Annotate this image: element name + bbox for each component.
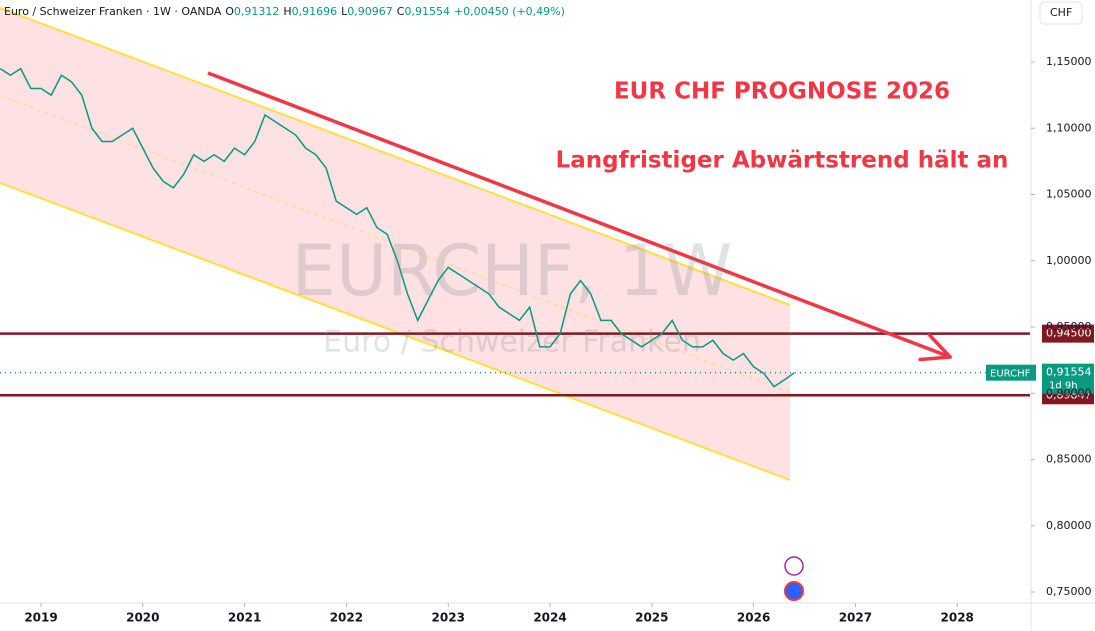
o-value: 0,91312 [234,5,280,18]
level-label: 0,94500 [1046,327,1092,340]
annotation-subtitle: Langfristiger Abwärtstrend hält an [556,148,1009,174]
event-icon[interactable] [784,556,804,576]
symbol-label: EURCHF [990,369,1031,380]
header: Euro / Schweizer Franken · 1W · OANDA O0,… [4,5,565,18]
x-tick-label: 2021 [228,611,261,625]
y-tick-label: 0,85000 [1046,453,1092,466]
last-price-box [1042,363,1094,394]
change: +0,00450 (+0,49%) [454,5,565,18]
y-tick-label: 1,10000 [1046,121,1092,134]
x-tick-label: 2028 [941,611,974,625]
y-tick-label: 1,00000 [1046,254,1092,267]
trend-arrow-head [918,355,952,362]
y-tick-label: 1,05000 [1046,188,1092,201]
x-tick-label: 2019 [24,611,57,625]
trend-arrow [207,71,951,359]
o-label: O [225,5,234,18]
h-value: 0,91696 [292,5,338,18]
x-tick-label: 2024 [533,611,566,625]
x-tick-label: 2027 [839,611,872,625]
x-tick-label: 2025 [635,611,668,625]
channel-upper [0,7,791,306]
price-line [0,67,795,388]
event-icon[interactable] [784,581,804,601]
y-tick-label: 0,95000 [1046,320,1092,333]
x-tick-label: 2022 [330,611,363,625]
x-tick-label: 2020 [126,611,159,625]
l-value: 0,90967 [347,5,393,18]
level-label-box [1042,324,1094,343]
c-label: C [397,5,405,18]
currency-button[interactable] [1039,1,1083,25]
c-value: 0,91554 [404,5,450,18]
x-tick-label: 2026 [737,611,770,625]
trend-arrow-head [927,333,952,359]
symbol-text: Euro / Schweizer Franken · 1W · OANDA [4,5,222,18]
channel-lower [0,182,791,481]
watermark: EURCHF, 1W [292,230,733,312]
countdown: 1d 9h [1049,381,1078,392]
symbol-label-box [986,364,1036,381]
y-tick-label: 0,75000 [1046,585,1092,598]
last-price-label: 0,91554 [1046,366,1092,379]
y-tick-label: 0,90000 [1046,386,1092,399]
currency: CHF [1050,6,1072,19]
x-tick-label: 2023 [432,611,465,625]
channel-fill [0,7,790,481]
symbol: Euro / Schweizer Franken · 1W · OANDA O0,… [4,5,565,18]
h-label: H [283,5,291,18]
y-tick-label: 0,80000 [1046,519,1092,532]
watermark-sub: Euro / Schweizer Franken [323,325,701,360]
annotation-title: EUR CHF PROGNOSE 2026 [614,79,950,105]
plot-area [0,7,1030,481]
y-tick-label: 1,15000 [1046,55,1092,68]
l-label: L [341,5,348,18]
